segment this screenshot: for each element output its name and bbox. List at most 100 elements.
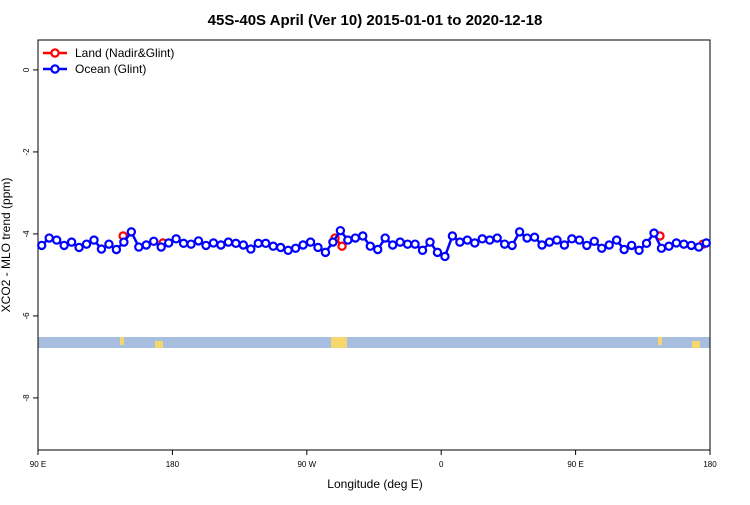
data-point [81, 239, 92, 249]
data-point [275, 242, 286, 253]
legend-label: Land (Nadir&Glint) [75, 46, 174, 60]
data-point [104, 239, 114, 249]
data-point [74, 242, 84, 253]
data-point [686, 240, 697, 251]
data-point [156, 242, 166, 252]
data-point [410, 239, 420, 249]
data-point [567, 234, 577, 244]
data-point [186, 239, 196, 249]
chart-title: 45S-40S April (Ver 10) 2015-01-01 to 202… [208, 12, 543, 29]
data-point [193, 236, 204, 246]
data-point [298, 240, 308, 250]
data-point [313, 242, 323, 253]
data-point [350, 233, 361, 243]
data-point [544, 237, 555, 247]
data-point [694, 242, 704, 252]
data-point [119, 237, 129, 247]
data-point [134, 242, 144, 252]
x-axis-label: Longitude (deg E) [327, 477, 422, 491]
data-point [238, 240, 249, 250]
data-point [51, 235, 62, 245]
data-point [320, 247, 331, 258]
land-patch [658, 337, 662, 345]
data-point [395, 237, 405, 247]
data-point [537, 240, 547, 250]
data-point [231, 238, 241, 249]
data-point [268, 241, 278, 251]
data-point [462, 235, 473, 245]
data-point [208, 238, 219, 248]
land-patch [155, 341, 163, 348]
data-point [141, 240, 151, 250]
y-tick-label: -8 [22, 394, 31, 402]
data-point [447, 231, 458, 241]
x-tick-label: 180 [166, 460, 180, 469]
data-point [664, 241, 674, 251]
data-point [470, 238, 480, 248]
x-tick-label: 90 E [30, 460, 46, 469]
data-point [656, 243, 667, 253]
data-point [59, 240, 69, 251]
y-axis-label: XCO2 - MLO trend (ppm) [0, 178, 13, 313]
legend-label: Ocean (Glint) [75, 62, 146, 76]
data-point [343, 235, 353, 245]
data-point [89, 235, 99, 245]
data-point [477, 234, 487, 244]
data-point [455, 237, 465, 247]
data-point [507, 240, 517, 251]
data-point [589, 236, 599, 247]
data-point [574, 235, 585, 245]
data-point [671, 238, 682, 248]
y-tick-label: -2 [22, 148, 31, 156]
data-point [552, 235, 562, 245]
data-point [44, 233, 54, 243]
data-point [178, 238, 189, 249]
data-point [604, 240, 614, 250]
y-tick-label: -6 [22, 312, 31, 320]
data-point [163, 238, 174, 248]
ocean-band [38, 337, 710, 348]
y-tick-label: 0 [22, 67, 31, 72]
data-point [201, 240, 211, 251]
land-patch [120, 337, 124, 345]
data-point [305, 237, 316, 247]
x-tick-label: 90 W [297, 460, 316, 469]
data-point [597, 243, 607, 253]
data-point [283, 245, 293, 256]
data-point [246, 244, 256, 254]
data-point [619, 244, 629, 255]
data-point [96, 244, 107, 254]
data-point [499, 239, 510, 249]
data-point [440, 251, 450, 262]
data-point [171, 234, 181, 244]
data-point [649, 228, 659, 238]
data-point [373, 244, 383, 255]
legend-marker [50, 64, 60, 74]
x-tick-label: 90 E [567, 460, 583, 469]
data-point [387, 240, 398, 250]
surface-band [38, 337, 710, 348]
data-point [380, 233, 390, 243]
data-point [425, 237, 435, 247]
data-point [626, 240, 637, 251]
x-tick-label: 180 [703, 460, 717, 469]
legend-marker [50, 48, 60, 58]
data-point [634, 245, 644, 256]
data-point [611, 235, 622, 245]
data-point [290, 243, 301, 253]
data-point [641, 238, 652, 249]
data-point [582, 240, 592, 251]
data-point [335, 225, 346, 236]
land-patch [692, 341, 700, 348]
data-point [149, 236, 159, 247]
data-point [514, 227, 525, 237]
data-point [126, 227, 137, 237]
data-point [679, 239, 689, 249]
data-point [358, 231, 368, 241]
data-point [485, 235, 495, 245]
data-point [37, 240, 47, 251]
data-point [66, 237, 77, 247]
data-point [559, 240, 570, 250]
data-point [417, 245, 428, 256]
